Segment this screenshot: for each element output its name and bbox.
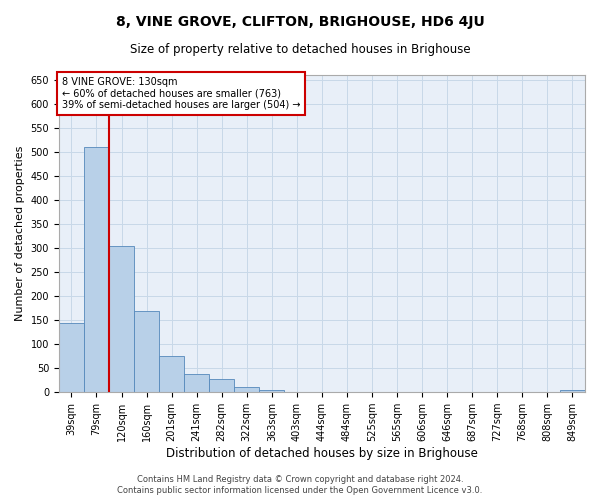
Bar [209, 379, 234, 392]
Bar [109, 246, 134, 392]
Bar [184, 374, 209, 392]
Bar [560, 390, 585, 392]
Bar [59, 322, 84, 392]
Y-axis label: Number of detached properties: Number of detached properties [15, 146, 25, 322]
X-axis label: Distribution of detached houses by size in Brighouse: Distribution of detached houses by size … [166, 447, 478, 460]
Text: Contains HM Land Registry data © Crown copyright and database right 2024.: Contains HM Land Registry data © Crown c… [137, 475, 463, 484]
Text: Contains public sector information licensed under the Open Government Licence v3: Contains public sector information licen… [118, 486, 482, 495]
Bar [159, 356, 184, 392]
Bar [134, 310, 159, 392]
Text: Size of property relative to detached houses in Brighouse: Size of property relative to detached ho… [130, 42, 470, 56]
Text: 8 VINE GROVE: 130sqm
← 60% of detached houses are smaller (763)
39% of semi-deta: 8 VINE GROVE: 130sqm ← 60% of detached h… [62, 76, 300, 110]
Bar [234, 388, 259, 392]
Text: 8, VINE GROVE, CLIFTON, BRIGHOUSE, HD6 4JU: 8, VINE GROVE, CLIFTON, BRIGHOUSE, HD6 4… [116, 15, 484, 29]
Bar [259, 390, 284, 392]
Bar [84, 147, 109, 392]
